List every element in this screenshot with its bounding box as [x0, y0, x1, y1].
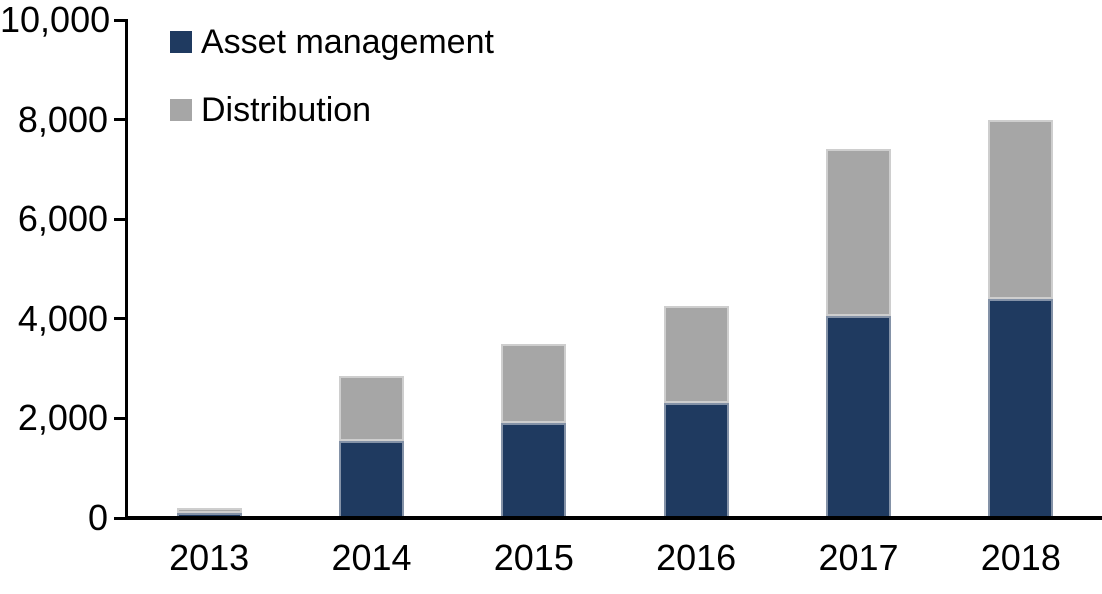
y-tick-mark-6000 — [114, 217, 126, 221]
distribution-swatch-icon — [170, 99, 192, 121]
x-tick-label-2015: 2015 — [493, 537, 574, 578]
legend-item-distribution: Distribution — [170, 90, 494, 130]
x-tick-label-2014: 2014 — [331, 537, 412, 578]
y-tick-mark-0 — [114, 516, 126, 520]
y-tick-mark-4000 — [114, 317, 126, 321]
y-tick-label-4000: 4,000 — [17, 297, 108, 339]
y-tick-label-10000: 10,000 — [0, 0, 111, 40]
bar-segment-2017-distribution — [825, 149, 891, 317]
bar-segment-2015-distribution — [501, 343, 567, 424]
bar-2018 — [988, 119, 1054, 518]
category-slot-2017 — [777, 20, 939, 518]
x-tick-label-2018: 2018 — [980, 537, 1061, 578]
bar-segment-2018-asset-management — [988, 298, 1054, 518]
y-tick-mark-8000 — [114, 118, 126, 122]
category-slot-2018 — [940, 20, 1102, 518]
legend: Asset management Distribution — [170, 22, 494, 130]
y-tick-label-2000: 2,000 — [17, 397, 108, 439]
y-tick-label-6000: 6,000 — [17, 198, 108, 240]
bar-segment-2014-asset-management — [338, 440, 404, 518]
bar-segment-2017-asset-management — [825, 316, 891, 518]
bar-segment-2016-asset-management — [663, 403, 729, 518]
bar-2016 — [663, 306, 729, 518]
bar-segment-2015-asset-management — [501, 423, 567, 518]
legend-label-asset-management: Asset management — [201, 22, 494, 61]
bar-2015 — [501, 343, 567, 518]
legend-item-asset-management: Asset management — [170, 22, 494, 62]
y-tick-mark-10000 — [114, 18, 126, 22]
category-slot-2016 — [615, 20, 777, 518]
x-tick-label-2017: 2017 — [818, 537, 899, 578]
x-tick-label-2016: 2016 — [656, 537, 737, 578]
bar-2014 — [338, 376, 404, 518]
bar-segment-2016-distribution — [663, 306, 729, 404]
plot-area — [128, 20, 1102, 518]
bar-segment-2013-distribution — [176, 508, 242, 514]
legend-label-distribution: Distribution — [201, 90, 372, 129]
y-tick-label-0: 0 — [87, 497, 108, 538]
y-tick-label-8000: 8,000 — [17, 98, 108, 140]
y-axis-line — [125, 19, 128, 520]
bar-segment-2014-distribution — [338, 376, 404, 441]
x-axis-line — [125, 516, 1102, 520]
asset-management-swatch-icon — [170, 31, 192, 53]
bar-segment-2018-distribution — [988, 119, 1054, 299]
category-slot-2015 — [453, 20, 615, 518]
x-tick-label-2013: 2013 — [169, 537, 250, 578]
category-slot-2014 — [290, 20, 452, 518]
bar-2017 — [825, 149, 891, 518]
y-tick-mark-2000 — [114, 416, 126, 420]
